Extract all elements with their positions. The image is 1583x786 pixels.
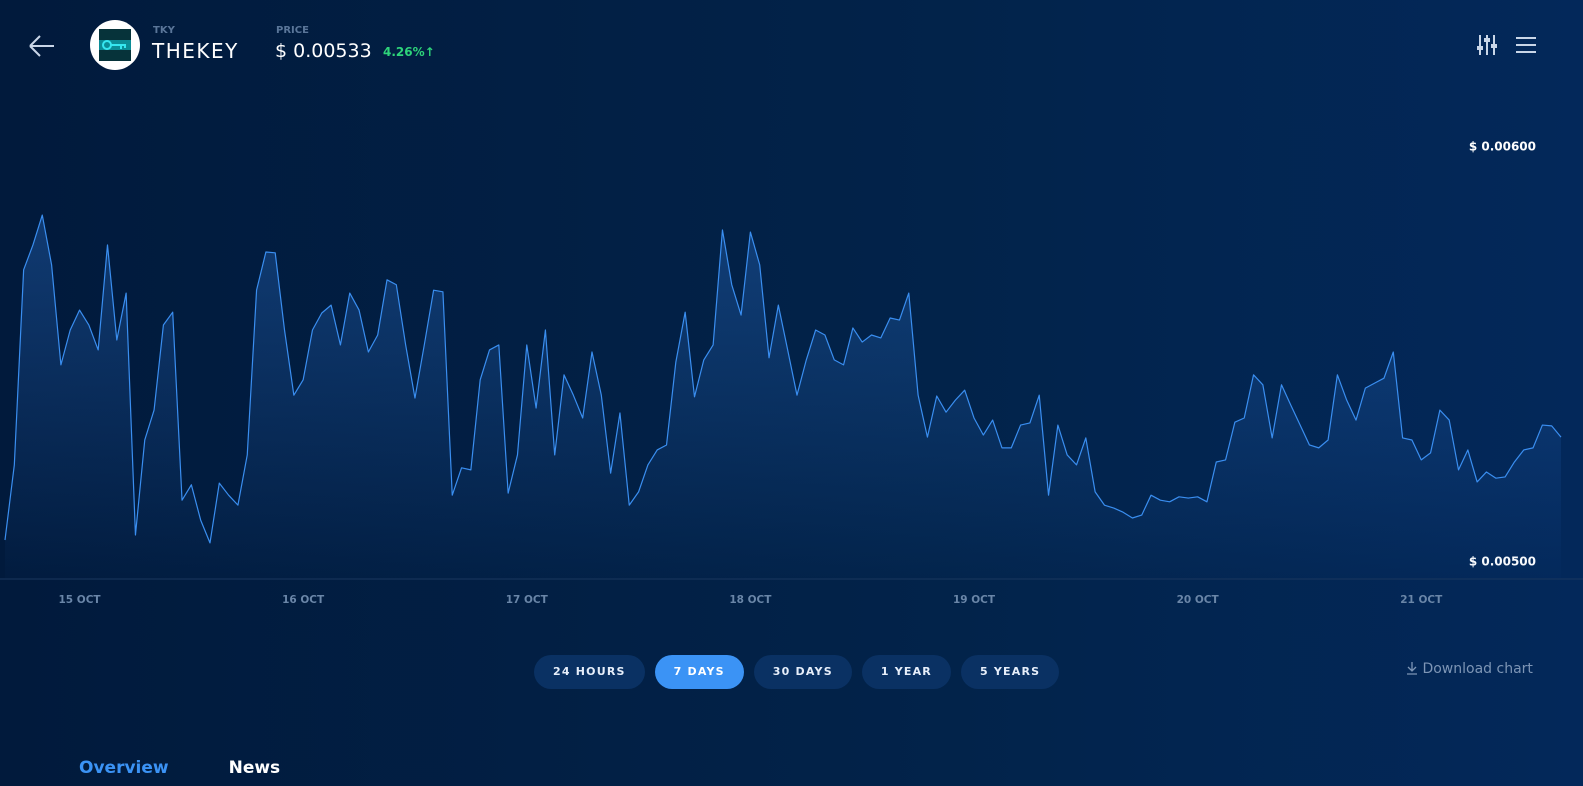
x-tick-label: 19 OCT xyxy=(953,594,996,606)
range-button[interactable]: 5 YEARS xyxy=(960,655,1060,689)
price-change: 4.26%↑ xyxy=(383,45,435,59)
download-icon xyxy=(1407,662,1417,675)
x-tick-label: 16 OCT xyxy=(282,594,325,606)
range-selector: 24 HOURS 7 DAYS 30 DAYS 1 YEAR 5 YEARS xyxy=(534,655,1069,689)
price-line xyxy=(4,214,1562,544)
y-tick-label: $ 0.00600 xyxy=(1469,140,1536,154)
back-button[interactable] xyxy=(28,34,56,58)
tabs: Overview News xyxy=(79,758,340,778)
x-tick-label: 17 OCT xyxy=(506,594,549,606)
price: $ 0.00533 xyxy=(275,40,372,62)
area xyxy=(5,215,1561,578)
menu-button[interactable] xyxy=(1516,36,1536,54)
x-tick-label: 20 OCT xyxy=(1177,594,1220,606)
price-label: PRICE xyxy=(276,25,309,36)
download-chart[interactable]: Download chart xyxy=(1406,661,1533,677)
range-button[interactable]: 24 HOURS xyxy=(534,655,645,689)
coin-symbol: TKY xyxy=(153,25,175,36)
settings-button[interactable] xyxy=(1476,33,1498,57)
range-button[interactable]: 1 YEAR xyxy=(861,655,951,689)
coin-name: THEKEY xyxy=(152,39,239,63)
tab[interactable]: Overview xyxy=(79,758,169,778)
x-tick-label: 18 OCT xyxy=(729,594,772,606)
range-button[interactable]: 30 DAYS xyxy=(753,655,852,689)
x-tick-label: 21 OCT xyxy=(1400,594,1443,606)
coin-logo xyxy=(90,20,140,70)
tab[interactable]: News xyxy=(228,758,281,778)
range-button[interactable]: 7 DAYS xyxy=(654,655,744,689)
download-label: Download chart xyxy=(1422,661,1533,677)
x-tick-label: 15 OCT xyxy=(59,594,102,606)
